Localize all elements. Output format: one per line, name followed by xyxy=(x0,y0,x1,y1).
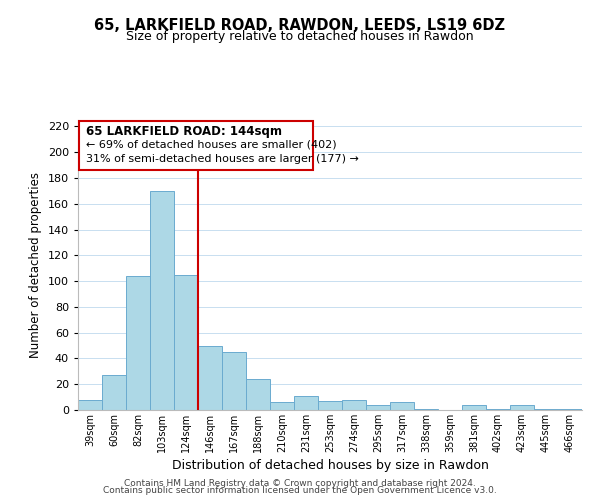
Bar xyxy=(414,408,438,410)
Bar xyxy=(222,352,246,410)
Bar xyxy=(78,400,102,410)
Text: 65 LARKFIELD ROAD: 144sqm: 65 LARKFIELD ROAD: 144sqm xyxy=(86,125,283,138)
Bar xyxy=(486,408,510,410)
Bar xyxy=(390,402,414,410)
Bar xyxy=(270,402,294,410)
Y-axis label: Number of detached properties: Number of detached properties xyxy=(29,172,42,358)
Bar xyxy=(126,276,150,410)
Bar xyxy=(294,396,318,410)
Bar xyxy=(318,401,342,410)
Bar xyxy=(510,405,534,410)
Bar xyxy=(246,379,270,410)
Bar xyxy=(342,400,366,410)
Bar xyxy=(462,405,486,410)
Text: Size of property relative to detached houses in Rawdon: Size of property relative to detached ho… xyxy=(126,30,474,43)
Text: Contains public sector information licensed under the Open Government Licence v3: Contains public sector information licen… xyxy=(103,486,497,495)
X-axis label: Distribution of detached houses by size in Rawdon: Distribution of detached houses by size … xyxy=(172,459,488,472)
Bar xyxy=(150,191,174,410)
Bar xyxy=(534,408,558,410)
Text: Contains HM Land Registry data © Crown copyright and database right 2024.: Contains HM Land Registry data © Crown c… xyxy=(124,478,476,488)
Text: 65, LARKFIELD ROAD, RAWDON, LEEDS, LS19 6DZ: 65, LARKFIELD ROAD, RAWDON, LEEDS, LS19 … xyxy=(95,18,505,32)
Bar xyxy=(102,375,126,410)
Text: 31% of semi-detached houses are larger (177) →: 31% of semi-detached houses are larger (… xyxy=(86,154,359,164)
FancyBboxPatch shape xyxy=(79,122,313,170)
Text: ← 69% of detached houses are smaller (402): ← 69% of detached houses are smaller (40… xyxy=(86,140,337,149)
Bar xyxy=(198,346,222,410)
Bar xyxy=(366,405,390,410)
Bar xyxy=(174,274,198,410)
Bar xyxy=(558,408,582,410)
